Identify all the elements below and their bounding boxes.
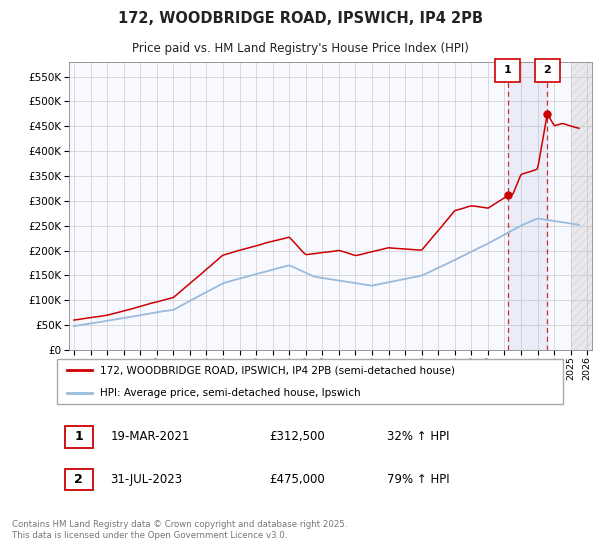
Text: 79% ↑ HPI: 79% ↑ HPI	[388, 473, 450, 486]
Bar	[65, 469, 93, 491]
FancyBboxPatch shape	[535, 59, 560, 82]
Text: £312,500: £312,500	[269, 430, 325, 443]
Text: HPI: Average price, semi-detached house, Ipswich: HPI: Average price, semi-detached house,…	[100, 388, 361, 398]
Text: Contains HM Land Registry data © Crown copyright and database right 2025.
This d: Contains HM Land Registry data © Crown c…	[12, 520, 347, 540]
Text: 2: 2	[543, 66, 551, 75]
Text: £475,000: £475,000	[269, 473, 325, 486]
Text: 32% ↑ HPI: 32% ↑ HPI	[388, 430, 450, 443]
Bar	[571, 62, 592, 350]
Bar	[508, 62, 547, 350]
Bar	[571, 62, 596, 350]
Text: Price paid vs. HM Land Registry's House Price Index (HPI): Price paid vs. HM Land Registry's House …	[131, 42, 469, 55]
Text: 172, WOODBRIDGE ROAD, IPSWICH, IP4 2PB: 172, WOODBRIDGE ROAD, IPSWICH, IP4 2PB	[118, 11, 482, 26]
Text: 31-JUL-2023: 31-JUL-2023	[110, 473, 182, 486]
Bar	[65, 426, 93, 447]
Text: 1: 1	[74, 430, 83, 443]
Text: 1: 1	[504, 66, 512, 75]
Text: 172, WOODBRIDGE ROAD, IPSWICH, IP4 2PB (semi-detached house): 172, WOODBRIDGE ROAD, IPSWICH, IP4 2PB (…	[100, 365, 455, 375]
Text: 19-MAR-2021: 19-MAR-2021	[110, 430, 190, 443]
FancyBboxPatch shape	[496, 59, 520, 82]
Text: 2: 2	[74, 473, 83, 486]
